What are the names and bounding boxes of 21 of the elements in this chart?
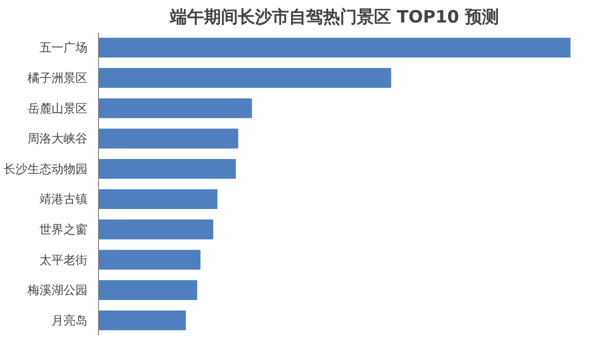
y-tick-label: 五一广场 (40, 40, 88, 55)
y-tick-label: 长沙生态动物园 (4, 162, 88, 176)
bar (98, 250, 200, 270)
y-tick-label: 橘子洲景区 (28, 70, 88, 85)
y-tick-label: 月亮岛 (52, 313, 88, 328)
bar (98, 189, 218, 210)
y-tick-label: 世界之窗 (40, 222, 88, 236)
bar (98, 310, 186, 330)
y-tick-label: 岳麓山景区 (28, 101, 88, 116)
bar (98, 220, 214, 240)
bar (98, 98, 252, 118)
y-tick-label: 梅溪湖公园 (26, 283, 88, 298)
bar (98, 128, 238, 148)
bar (98, 280, 198, 300)
y-tick-label: 靖港古镇 (40, 192, 88, 206)
chart-title: 端午期间长沙市自驾热门景区 TOP10 预测 (169, 8, 500, 28)
y-tick-label: 周洛大峡谷 (28, 132, 88, 146)
bar (98, 68, 392, 88)
y-tick-label: 太平老街 (40, 252, 88, 267)
bar (98, 38, 570, 58)
bar (98, 158, 236, 179)
